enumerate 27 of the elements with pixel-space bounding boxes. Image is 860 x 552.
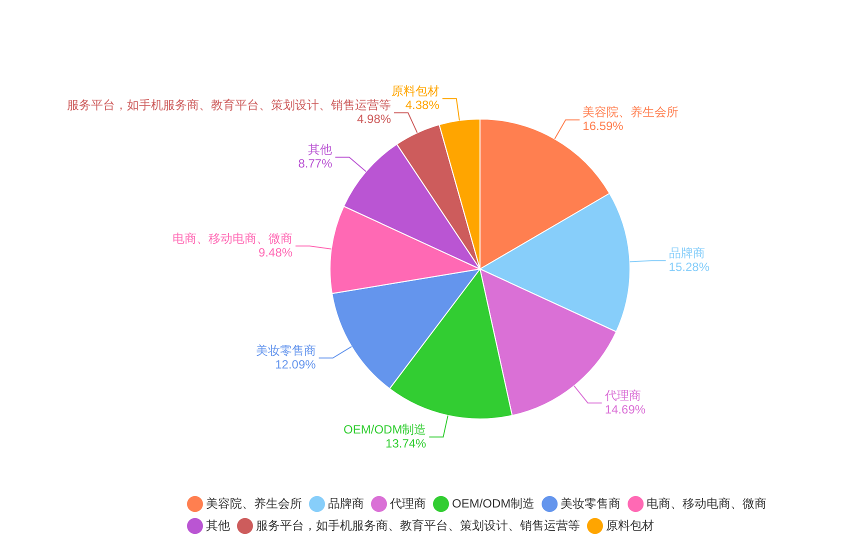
data-label: 9.48% bbox=[258, 245, 293, 260]
slice-label: 代理商 bbox=[604, 388, 641, 402]
legend-label: 美妆零售商 bbox=[560, 496, 621, 510]
slice-label: OEM/ODM制造 bbox=[344, 422, 426, 436]
legend-label: 代理商 bbox=[389, 496, 426, 510]
legend-label: OEM/ODM制造 bbox=[452, 496, 535, 510]
slice-label: 电商、移动电商、微商 bbox=[172, 231, 293, 246]
legend-label: 美容院、养生会所 bbox=[206, 496, 302, 510]
legend-label: 品牌商 bbox=[328, 496, 364, 510]
slice-label: 品牌商 bbox=[668, 246, 705, 260]
legend-label: 其他 bbox=[206, 518, 230, 532]
data-label: 8.77% bbox=[298, 156, 333, 171]
legend-label: 原料包材 bbox=[606, 518, 654, 532]
slice-label: 美容院、养生会所 bbox=[582, 105, 679, 120]
slice-label: 其他 bbox=[308, 142, 332, 157]
slice-label: 美妆零售商 bbox=[256, 343, 316, 358]
data-label: 13.74% bbox=[386, 436, 427, 450]
data-label: 14.69% bbox=[604, 402, 646, 416]
data-label: 4.38% bbox=[405, 98, 440, 112]
legend-label: 电商、移动电商、微商 bbox=[646, 496, 767, 510]
slice-label: 服务平台，如手机服务商、教育平台、策划设计、销售运营等 bbox=[67, 98, 392, 112]
data-label: 15.28% bbox=[668, 260, 710, 274]
data-label: 4.98% bbox=[357, 112, 392, 126]
data-label: 12.09% bbox=[275, 357, 316, 372]
slice-label: 原料包材 bbox=[391, 84, 440, 98]
legend-label: 服务平台，如手机服务商、教育平台、策划设计、销售运营等 bbox=[256, 518, 580, 532]
data-label: 16.59% bbox=[582, 119, 624, 134]
